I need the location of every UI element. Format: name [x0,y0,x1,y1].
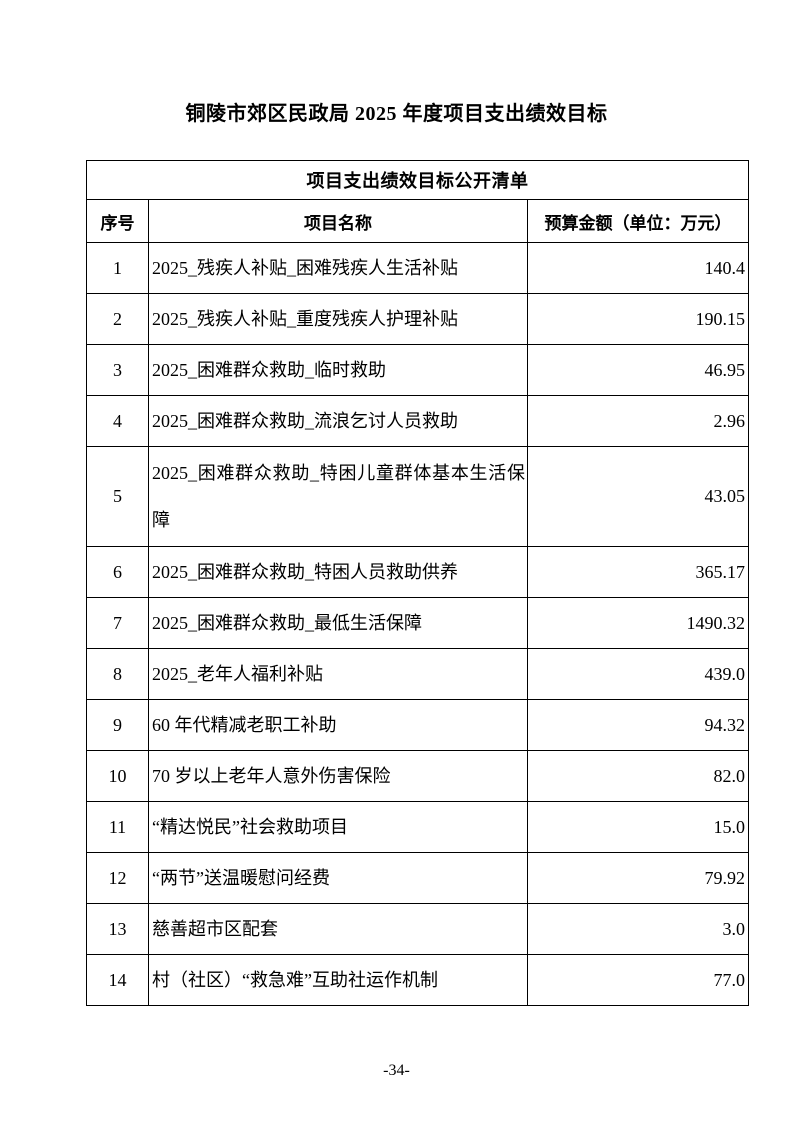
row-no: 13 [86,903,149,955]
table-header-row: 序号 项目名称 预算金额（单位：万元） [86,199,749,243]
table-caption-row: 项目支出绩效目标公开清单 [86,160,749,200]
table-caption: 项目支出绩效目标公开清单 [86,160,749,200]
project-name: “精达悦民”社会救助项目 [148,801,528,853]
row-no: 7 [86,597,149,649]
project-name: 2025_困难群众救助_特困人员救助供养 [148,546,528,598]
table-row: 6 2025_困难群众救助_特困人员救助供养 365.17 [86,546,749,598]
table-row: 2 2025_残疾人补贴_重度残疾人护理补贴 190.15 [86,293,749,345]
row-no: 11 [86,801,149,853]
col-header-name: 项目名称 [148,199,528,243]
project-name: 慈善超市区配套 [148,903,528,955]
project-name: 2025_困难群众救助_临时救助 [148,344,528,396]
row-no: 5 [86,446,149,547]
project-name: 70 岁以上老年人意外伤害保险 [148,750,528,802]
budget-amount: 43.05 [527,446,749,547]
row-no: 12 [86,852,149,904]
table-row: 11 “精达悦民”社会救助项目 15.0 [86,801,749,853]
project-name: “两节”送温暖慰问经费 [148,852,528,904]
budget-amount: 190.15 [527,293,749,345]
budget-amount: 1490.32 [527,597,749,649]
project-name: 60 年代精减老职工补助 [148,699,528,751]
budget-amount: 439.0 [527,648,749,700]
row-no: 9 [86,699,149,751]
row-no: 1 [86,242,149,294]
table-row: 13 慈善超市区配套 3.0 [86,903,749,955]
table-row: 5 2025_困难群众救助_特困儿童群体基本生活保障 43.05 [86,446,749,547]
row-no: 4 [86,395,149,447]
budget-amount: 79.92 [527,852,749,904]
budget-amount: 140.4 [527,242,749,294]
table-row: 4 2025_困难群众救助_流浪乞讨人员救助 2.96 [86,395,749,447]
budget-amount: 94.32 [527,699,749,751]
budget-amount: 3.0 [527,903,749,955]
row-no: 14 [86,954,149,1006]
row-no: 3 [86,344,149,396]
budget-amount: 15.0 [527,801,749,853]
performance-targets-table: 项目支出绩效目标公开清单 序号 项目名称 预算金额（单位：万元） 1 2025_… [86,160,749,1006]
budget-amount: 2.96 [527,395,749,447]
table-row: 7 2025_困难群众救助_最低生活保障 1490.32 [86,597,749,649]
budget-amount: 46.95 [527,344,749,396]
table-row: 14 村（社区）“救急难”互助社运作机制 77.0 [86,954,749,1006]
page-number: -34- [383,1062,410,1079]
page-title: 铜陵市郊区民政局 2025 年度项目支出绩效目标 [185,103,608,125]
row-no: 6 [86,546,149,598]
project-name: 2025_残疾人补贴_困难残疾人生活补贴 [148,242,528,294]
project-name: 村（社区）“救急难”互助社运作机制 [148,954,528,1006]
col-header-amount: 预算金额（单位：万元） [527,199,749,243]
project-name: 2025_困难群众救助_最低生活保障 [148,597,528,649]
table-row: 8 2025_老年人福利补贴 439.0 [86,648,749,700]
budget-amount: 82.0 [527,750,749,802]
table-row: 12 “两节”送温暖慰问经费 79.92 [86,852,749,904]
table-row: 9 60 年代精减老职工补助 94.32 [86,699,749,751]
table-row: 1 2025_残疾人补贴_困难残疾人生活补贴 140.4 [86,242,749,294]
project-name: 2025_困难群众救助_流浪乞讨人员救助 [148,395,528,447]
col-header-no: 序号 [86,199,149,243]
row-no: 2 [86,293,149,345]
table-row: 3 2025_困难群众救助_临时救助 46.95 [86,344,749,396]
row-no: 8 [86,648,149,700]
project-name: 2025_老年人福利补贴 [148,648,528,700]
budget-amount: 77.0 [527,954,749,1006]
table-row: 10 70 岁以上老年人意外伤害保险 82.0 [86,750,749,802]
project-name: 2025_残疾人补贴_重度残疾人护理补贴 [148,293,528,345]
budget-amount: 365.17 [527,546,749,598]
project-name: 2025_困难群众救助_特困儿童群体基本生活保障 [148,446,528,547]
row-no: 10 [86,750,149,802]
